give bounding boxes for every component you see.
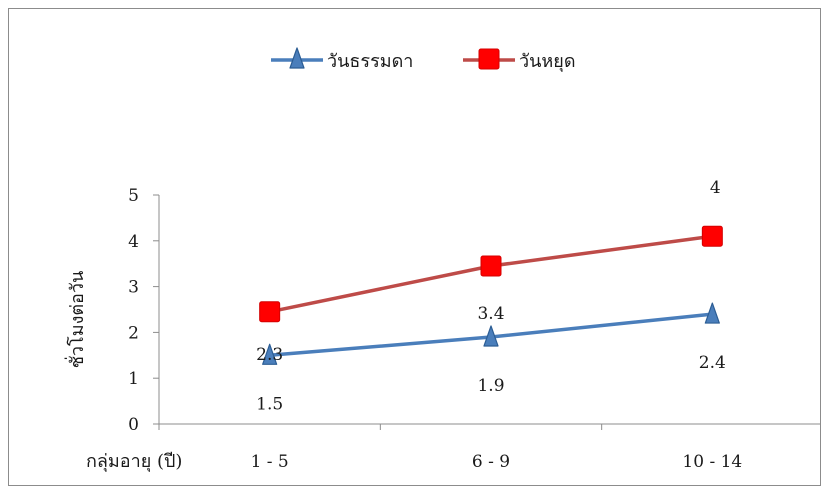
y-tick-label: 4 (128, 232, 139, 252)
y-tick-label: 2 (128, 323, 139, 343)
y-tick-label: 1 (128, 369, 139, 389)
data-label: 2.4 (699, 353, 726, 373)
chart-frame: วันธรรมดา วันหยุด 0 1 2 3 4 5 1 - 5 6 - 9 10 - 14… (8, 8, 824, 486)
y-tick-label: 5 (128, 186, 139, 206)
data-label: 3.4 (477, 304, 504, 324)
line-chart: วันธรรมดา วันหยุด 0 1 2 3 4 5 1 - 5 6 - 9 10 - 14… (64, 47, 824, 472)
legend-label-2: วันหยุด (519, 51, 576, 72)
y-tick-label: 3 (128, 278, 139, 298)
series-2-marker (480, 255, 502, 277)
data-labels: 1.5 1.9 2.4 2.3 3.4 4 (256, 178, 726, 414)
y-axis-title: ชั่วโมงต่อวัน (64, 271, 88, 369)
legend-label-1: วันธรรมดา (327, 51, 413, 72)
legend-marker-1 (289, 47, 305, 69)
legend: วันธรรมดา วันหยุด (271, 47, 576, 72)
data-label: 1.5 (256, 394, 283, 414)
axes: 0 1 2 3 4 5 1 - 5 6 - 9 10 - 14 กลุ่มอายุ (ปี) ชั่… (64, 186, 824, 472)
series-1-marker (483, 325, 499, 347)
series-1-marker (704, 302, 720, 324)
series-2-marker (259, 301, 281, 323)
series-1-marker (262, 343, 278, 365)
x-tick-label: 6 - 9 (472, 452, 510, 472)
x-tick-label: 1 - 5 (251, 452, 289, 472)
x-tick-label: 10 - 14 (682, 452, 742, 472)
y-tick-label: 0 (128, 415, 139, 435)
data-label: 1.9 (477, 376, 504, 396)
x-axis-title: กลุ่มอายุ (ปี) (86, 451, 182, 472)
data-label: 4 (710, 178, 721, 198)
series-group (259, 225, 723, 365)
legend-marker-2 (478, 48, 500, 70)
series-2-marker (701, 225, 723, 247)
data-label: 2.3 (256, 345, 283, 365)
